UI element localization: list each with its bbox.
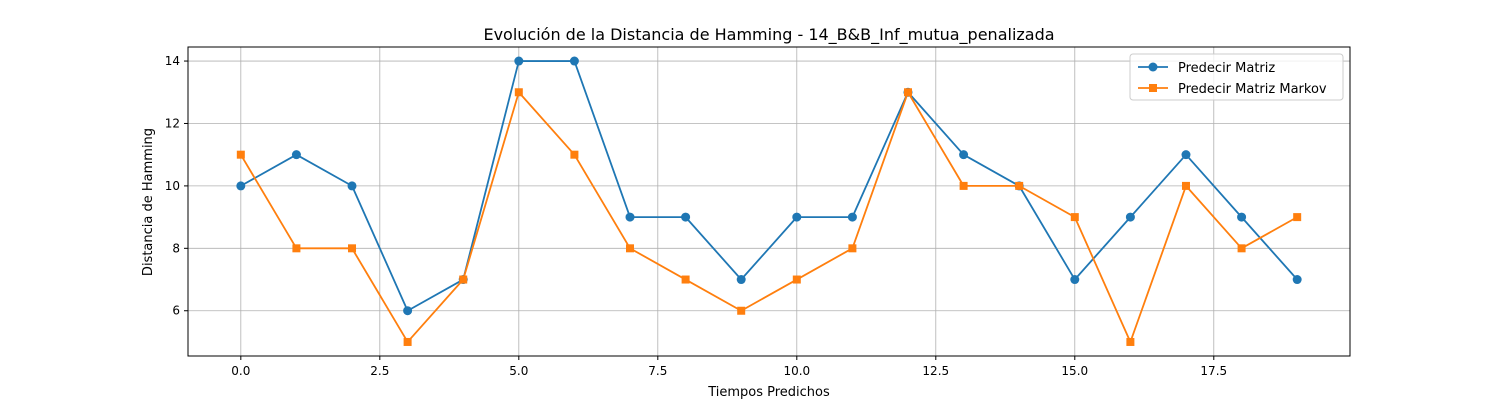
- data-point: [626, 244, 635, 253]
- data-point: [736, 275, 746, 285]
- data-point: [681, 275, 690, 284]
- chart-title: Evolución de la Distancia de Hamming - 1…: [483, 25, 1054, 45]
- y-axis-label: Distancia de Hamming: [141, 128, 156, 276]
- data-point: [459, 275, 468, 284]
- series-layer: [236, 56, 1302, 346]
- x-tick-label: 0.0: [231, 364, 250, 378]
- data-point: [847, 212, 857, 222]
- data-point: [403, 337, 412, 346]
- data-point: [1292, 275, 1302, 285]
- data-point: [348, 244, 357, 253]
- y-tick-label: 6: [172, 304, 180, 318]
- data-point: [514, 88, 523, 97]
- data-point: [959, 150, 969, 160]
- x-tick-label: 10.0: [783, 364, 810, 378]
- x-tick-label: 15.0: [1061, 364, 1088, 378]
- data-point: [347, 181, 357, 191]
- data-point: [903, 88, 912, 97]
- data-point: [291, 150, 301, 160]
- data-point: [1070, 213, 1079, 222]
- legend-item: Predecir Matriz Markov: [1138, 82, 1327, 97]
- data-point: [1181, 181, 1190, 190]
- y-tick-label: 12: [165, 116, 180, 130]
- data-point: [681, 212, 691, 222]
- x-tick-label: 2.5: [370, 364, 389, 378]
- y-tick-label: 10: [165, 179, 180, 193]
- data-point: [1237, 212, 1247, 222]
- plot-frame: [187, 46, 1351, 357]
- y-tick-label: 8: [172, 241, 180, 255]
- data-point: [792, 212, 802, 222]
- data-point: [1015, 181, 1024, 190]
- data-point: [292, 244, 301, 253]
- series-2: [236, 88, 1302, 346]
- data-point: [236, 150, 245, 159]
- x-tick-label: 5.0: [509, 364, 528, 378]
- axis-ticks: 0.0 2.5 5.0 7.5 10.0 12.5 15.0 17.5 6 8 10 12 14: [165, 54, 1227, 378]
- x-tick-label: 12.5: [922, 364, 949, 378]
- data-point: [570, 150, 579, 159]
- legend-marker: [1149, 84, 1157, 92]
- x-tick-label: 7.5: [648, 364, 667, 378]
- legend-label: Predecir Matriz: [1178, 61, 1275, 76]
- x-axis-label: Tiempos Predichos: [707, 385, 830, 400]
- data-point: [737, 306, 746, 315]
- data-point: [1126, 337, 1135, 346]
- data-point: [848, 244, 857, 253]
- data-point: [514, 56, 524, 66]
- data-point: [403, 306, 413, 316]
- data-point: [625, 212, 635, 222]
- legend-item: Predecir Matriz: [1138, 61, 1275, 76]
- x-tick-label: 17.5: [1200, 364, 1227, 378]
- series-line: [240, 60, 1298, 312]
- data-point: [792, 275, 801, 284]
- series-line: [240, 91, 1298, 343]
- legend-label: Predecir Matriz Markov: [1178, 82, 1327, 97]
- data-point: [1181, 150, 1191, 160]
- data-point: [1293, 213, 1302, 222]
- legend: Predecir Matriz Predecir Matriz Markov: [1129, 53, 1344, 101]
- data-point: [1125, 212, 1135, 222]
- data-point: [959, 181, 968, 190]
- data-point: [569, 56, 579, 66]
- legend-marker: [1148, 62, 1158, 72]
- data-point: [1070, 275, 1080, 285]
- legend-box: [1129, 53, 1344, 101]
- data-point: [236, 181, 246, 191]
- y-tick-label: 14: [165, 54, 180, 68]
- data-point: [1237, 244, 1246, 253]
